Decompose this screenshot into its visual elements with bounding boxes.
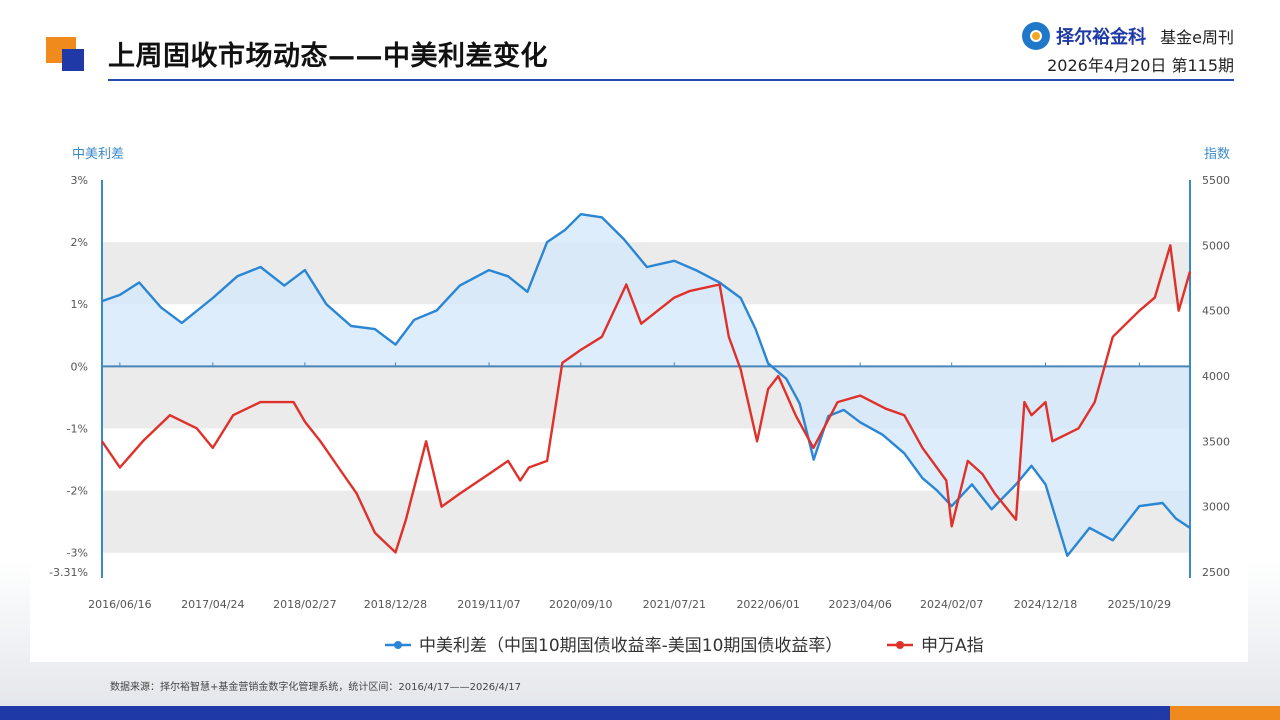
grid-band-2	[102, 490, 1190, 553]
footer-bar-orange	[1170, 706, 1280, 720]
left-tick-label: -2%	[67, 485, 88, 498]
x-tick-label: 2020/09/10	[549, 598, 612, 611]
left-tick-label: -3%	[67, 547, 88, 560]
legend-swatch-dot	[394, 641, 402, 649]
footer-bar-blue	[0, 706, 1170, 720]
x-tick-label: 2023/04/06	[829, 598, 892, 611]
spread-line	[101, 212, 1191, 557]
left-tick-label: 3%	[71, 174, 88, 187]
right-tick-label: 3500	[1202, 435, 1230, 448]
chart-labels: 3% 2% 1% 0% -1% -2% -3% -3.31% 5500 5000 4500 4000 3…	[49, 147, 1230, 611]
publication-name: 基金e周刊	[1160, 28, 1234, 47]
data-source-note: 数据来源：择尔裕智慧+基金营销金数字化管理系统，统计区间：2016/4/17——…	[110, 682, 521, 693]
title-decor-blue	[62, 49, 84, 71]
index-line	[101, 244, 1192, 554]
x-tick-label: 2017/04/24	[181, 598, 244, 611]
right-tick-label: 4000	[1202, 370, 1230, 383]
legend-label: 申万A指	[921, 636, 984, 656]
chart-axes	[101, 180, 1191, 578]
x-tick-label: 2025/10/29	[1108, 598, 1171, 611]
chart-panel: 3% 2% 1% 0% -1% -2% -3% -3.31% 5500 5000 4500 4000 3…	[30, 132, 1248, 662]
x-tick-label: 2021/07/21	[643, 598, 706, 611]
right-tick-label: 3000	[1202, 501, 1230, 514]
left-tick-label: -1%	[67, 422, 88, 435]
header-divider	[108, 79, 1234, 81]
left-axis-title: 中美利差	[72, 147, 124, 162]
left-tick-label: 1%	[71, 298, 88, 311]
x-tick-label: 2022/06/01	[736, 598, 799, 611]
page-title: 上周固收市场动态——中美利差变化	[108, 41, 548, 72]
series-lines	[101, 212, 1192, 557]
left-tick-label: -3.31%	[49, 566, 88, 579]
issue-date: 2026年4月20日 第115期	[1047, 56, 1234, 75]
right-tick-label: 5500	[1202, 174, 1230, 187]
x-tick-label: 2018/02/27	[273, 598, 336, 611]
x-tick-label: 2024/12/18	[1014, 598, 1077, 611]
left-tick-label: 2%	[71, 236, 88, 249]
x-tick-label: 2018/12/28	[364, 598, 427, 611]
right-tick-label: 2500	[1202, 566, 1230, 579]
chart-legend: 中美利差（中国10期国债收益率-美国10期国债收益率） 申万A指	[385, 636, 984, 656]
legend-swatch-dot	[896, 641, 904, 649]
spread-index-chart: 3% 2% 1% 0% -1% -2% -3% -3.31% 5500 5000 4500 4000 3…	[49, 147, 1230, 656]
legend-label: 中美利差（中国10期国债收益率-美国10期国债收益率）	[419, 636, 842, 656]
brand-logo-icon	[1022, 22, 1051, 50]
brand-block: 择尔裕金科 基金e周刊	[1022, 22, 1234, 50]
x-tick-label: 2016/06/16	[88, 598, 151, 611]
x-tick-label: 2024/02/07	[920, 598, 983, 611]
left-tick-label: 0%	[71, 360, 88, 373]
brand-name: 择尔裕金科	[1056, 27, 1147, 48]
x-tick-label: 2019/11/07	[457, 598, 520, 611]
right-tick-label: 5000	[1202, 239, 1230, 252]
right-tick-label: 4500	[1202, 305, 1230, 318]
right-axis-title: 指数	[1204, 147, 1230, 162]
